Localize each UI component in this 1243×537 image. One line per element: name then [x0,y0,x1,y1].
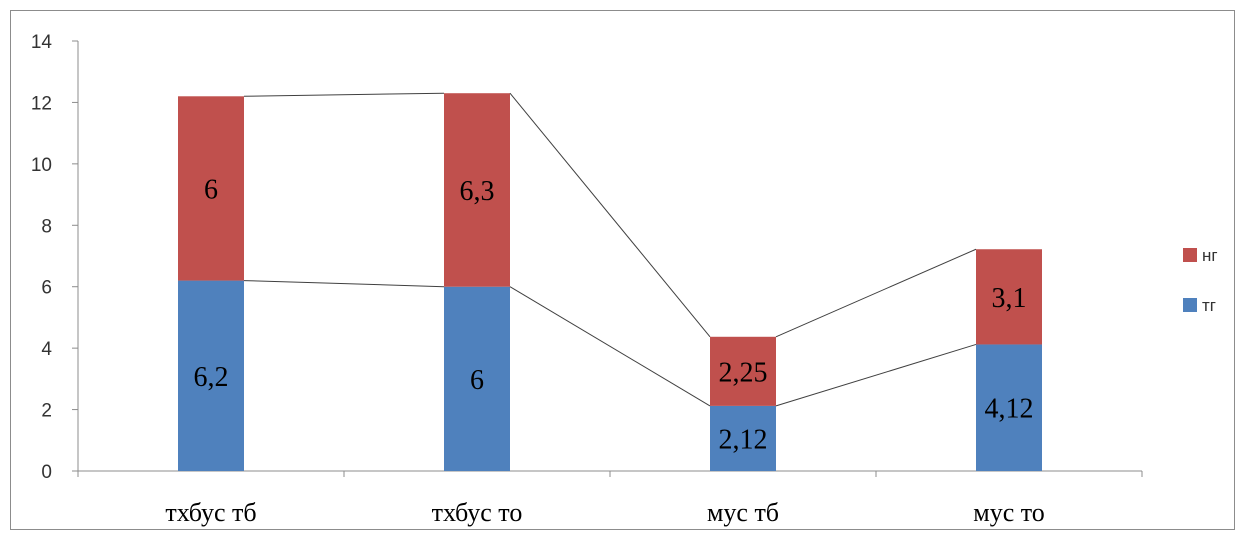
series-line-нг [775,248,977,338]
bar-нг-0 [178,96,244,281]
data-label: 4,12 [985,394,1034,425]
bar-тг-1 [444,286,510,471]
y-tick-label: 0 [41,462,52,483]
bar-нг-3 [976,249,1042,345]
bar-нг-1 [444,93,510,287]
series-line-тг [775,343,977,407]
bar-тг-3 [976,344,1042,471]
data-label: 6,2 [194,362,229,393]
data-label: 3,1 [992,283,1027,314]
data-label: 6,3 [460,176,495,207]
data-label: 6 [470,365,484,396]
y-tick-label: 12 [31,93,52,114]
legend-swatch-тг [1183,298,1197,312]
series-line-нг [509,92,711,338]
legend-swatch-нг [1183,248,1197,262]
data-label: 2,12 [719,424,768,455]
y-tick-label: 4 [41,339,52,360]
x-tick-label: тхбус то [432,498,523,527]
x-tick-label: мус то [973,498,1045,527]
y-tick-label: 10 [31,155,52,176]
bar-нг-2 [710,336,776,406]
x-tick-label: тхбус тб [165,498,256,527]
series-line-тг [509,286,711,407]
data-label: 2,25 [719,357,768,388]
y-tick-label: 6 [41,278,52,299]
y-tick-label: 8 [41,216,52,237]
y-tick-label: 14 [31,32,53,53]
y-tick-label: 2 [41,401,52,422]
legend-label: тг [1202,296,1216,315]
data-label: 6 [204,174,218,205]
series-line-тг [243,280,445,288]
bar-тг-0 [178,280,244,471]
series-line-нг [243,92,445,97]
bar-тг-2 [710,405,776,471]
x-tick-label: мус тб [707,498,779,527]
legend-label: нг [1202,246,1218,265]
